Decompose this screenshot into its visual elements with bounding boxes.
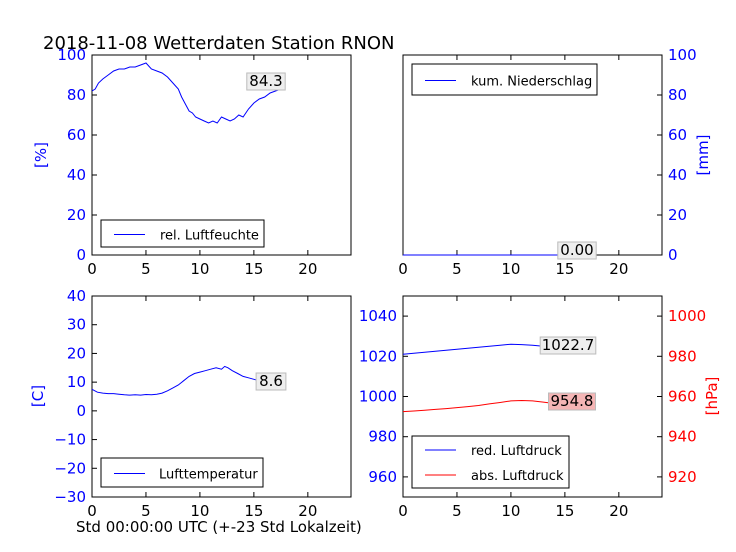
y-tick-label: 920 <box>668 468 697 486</box>
panel-bottom-right: 0 5 10 15 20 960 980 1000 1020 1040 920 940 960 980 10… <box>359 295 721 520</box>
x-tick-label: 10 <box>501 260 520 278</box>
y-axis-label: [%] <box>32 142 50 168</box>
value-annotation: 8.6 <box>259 372 283 390</box>
value-annotation-box <box>255 372 287 391</box>
value-annotation-red-luftdruck-box <box>539 336 597 355</box>
y-tick-label: 80 <box>67 86 86 104</box>
value-annotation-abs-luftdruck: 954.8 <box>551 392 594 410</box>
x-tick-label: 20 <box>609 502 628 520</box>
y-tick-label: 1040 <box>359 307 397 325</box>
x-tick-label: 5 <box>141 260 151 278</box>
y-tick-label: −20 <box>54 459 86 477</box>
y-tick-label: 60 <box>668 126 687 144</box>
y-tick-label: 100 <box>668 46 697 64</box>
x-tick-label: 15 <box>244 260 263 278</box>
y-tick-label: 0 <box>668 246 678 264</box>
legend-label: Lufttemperatur <box>159 468 258 483</box>
legend-label: red. Luftdruck <box>471 444 562 459</box>
chart-title: 2018-11-08 Wetterdaten Station RNON <box>43 33 394 54</box>
y-tick-label: 0 <box>76 246 86 264</box>
y-tick-label: 40 <box>67 287 86 305</box>
legend-label: abs. Luftdruck <box>471 469 564 484</box>
y-axis-label: [C] <box>29 385 47 407</box>
y-tick-label: 40 <box>668 166 687 184</box>
y-tick-label: 940 <box>668 428 697 446</box>
y-tick-label: −30 <box>54 488 86 506</box>
x-tick-label: 10 <box>190 502 209 520</box>
y-tick-label: 10 <box>67 373 86 391</box>
value-annotation: 84.3 <box>249 72 282 90</box>
x-tick-label: 10 <box>190 260 209 278</box>
y-tick-label: 960 <box>368 468 397 486</box>
y-tick-label: 80 <box>668 86 687 104</box>
x-tick-label: 10 <box>501 502 520 520</box>
y-tick-label: 100 <box>57 46 86 64</box>
y-tick-label: 30 <box>67 316 86 334</box>
x-tick-label: 0 <box>398 502 408 520</box>
value-annotation-box <box>246 72 286 91</box>
panel-bottom-left: 0 5 10 15 20 −30 −20 −10 0 10 20 30 40 [C] 8.6 Lufttemp… <box>29 287 352 520</box>
y-axis-label: [mm] <box>694 135 712 176</box>
panel-top-left: 0 5 10 15 20 0 20 40 60 80 100 [%] 84.3 rel. Luftfeuc… <box>32 46 352 278</box>
x-tick-label: 20 <box>298 260 317 278</box>
x-tick-label: 20 <box>298 502 317 520</box>
legend-box <box>411 63 598 96</box>
legend-box <box>100 457 264 488</box>
y-tick-label: 980 <box>668 347 697 365</box>
legend-box <box>100 219 265 248</box>
x-tick-label: 0 <box>398 260 408 278</box>
x-tick-label: 5 <box>452 260 462 278</box>
y-tick-label: 1020 <box>359 347 397 365</box>
y-tick-label: 20 <box>668 206 687 224</box>
value-annotation-box <box>557 241 597 260</box>
y-tick-label: 1000 <box>359 388 397 406</box>
y-tick-label: 20 <box>67 344 86 362</box>
x-tick-label: 15 <box>555 502 574 520</box>
y-tick-label: 20 <box>67 206 86 224</box>
x-tick-label: 15 <box>555 260 574 278</box>
y-tick-label: −10 <box>54 431 86 449</box>
series-line-0 <box>91 62 285 124</box>
value-annotation-abs-luftdruck-box <box>548 392 596 411</box>
x-tick-label: 20 <box>609 260 628 278</box>
y-tick-label: 60 <box>67 126 86 144</box>
y-tick-label: 0 <box>76 402 86 420</box>
x-tick-label: 0 <box>87 502 97 520</box>
x-tick-label: 15 <box>244 502 263 520</box>
x-tick-label: 0 <box>87 260 97 278</box>
y-tick-label: 1000 <box>668 307 706 325</box>
y-axis-label: [hPa] <box>703 377 721 416</box>
y-tick-label: 960 <box>668 388 697 406</box>
y-tick-label: 40 <box>67 166 86 184</box>
axes-frame <box>91 54 352 256</box>
panel-top-right: 0 5 10 15 20 0 20 40 60 80 100 [mm] 0.00 kum. Nieders… <box>398 46 712 278</box>
legend-label: rel. Luftfeuchte <box>160 229 259 244</box>
value-annotation-red-luftdruck: 1022.7 <box>542 336 595 354</box>
x-axis-label: Std 00:00:00 UTC (+-23 Std Lokalzeit) <box>76 518 362 536</box>
x-tick-label: 5 <box>452 502 462 520</box>
series-line-0 <box>91 365 285 396</box>
y-tick-label: 980 <box>368 428 397 446</box>
legend-label: kum. Niederschlag <box>471 75 592 90</box>
value-annotation: 0.00 <box>560 241 593 259</box>
legend-box <box>411 435 570 489</box>
x-tick-label: 5 <box>141 502 151 520</box>
axes-frame <box>91 295 352 498</box>
